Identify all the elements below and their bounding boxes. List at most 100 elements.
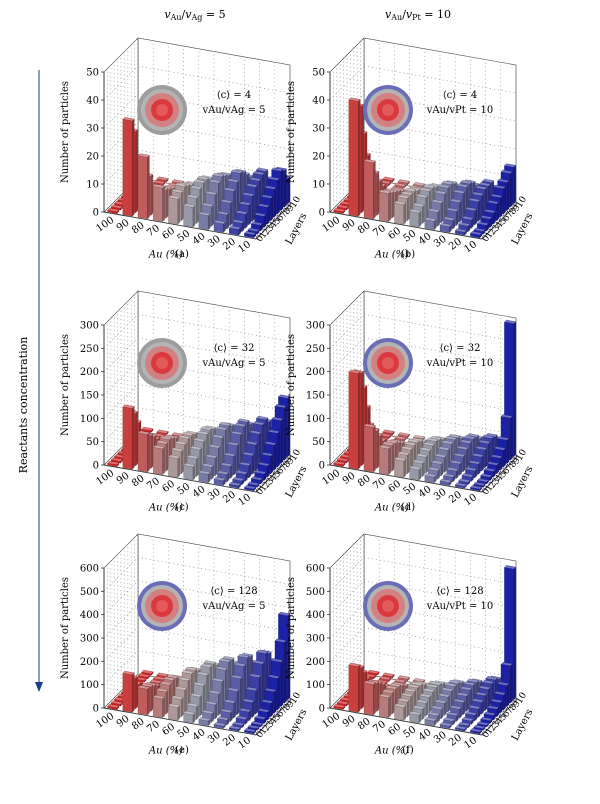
y-tick-label: 10: [312, 180, 325, 191]
grid-line-back-4: [137, 580, 291, 609]
bar-side-face: [469, 687, 472, 709]
x-tick-label: 80: [130, 220, 147, 236]
bar-60-layer-0: [394, 200, 407, 225]
x-axis-title: Au (%): [148, 503, 183, 514]
bar-top-face: [257, 708, 270, 713]
bar-top-face: [201, 463, 214, 468]
bar-top-face: [152, 695, 165, 700]
bar-top-face: [444, 436, 457, 441]
bar-top-face: [465, 711, 478, 716]
bar-10-layer-1: [247, 481, 260, 488]
bar-top-face: [465, 467, 478, 472]
x-axis-line: [329, 211, 483, 240]
bar-top-face: [122, 404, 135, 409]
bar-side-face: [226, 212, 229, 230]
bar-side-face: [196, 456, 199, 477]
y-tick-label: 300: [306, 634, 325, 645]
bar-30-layer-0: [213, 220, 226, 233]
bar-side-face: [422, 461, 425, 477]
bar-60-layer-0: [394, 457, 407, 478]
layer-tick-label: 2: [487, 227, 499, 237]
bar-top-face: [485, 676, 498, 681]
x-axis-line: [103, 464, 257, 493]
panel-label: (d): [401, 502, 415, 513]
bar-side-face: [407, 452, 410, 475]
bar-side-face: [218, 691, 221, 716]
layer-tick-label: 7: [278, 706, 290, 716]
layer-tick-label: 4: [268, 473, 280, 483]
bar-top-face: [400, 446, 413, 451]
grid-line-back-6: [363, 290, 517, 319]
bar-top-face: [220, 199, 233, 204]
bar-side-face: [165, 187, 169, 219]
bar-side-face: [510, 415, 513, 461]
bar-80-layer-9: [394, 435, 407, 442]
layer-tick-label: 8: [282, 702, 294, 712]
y-tick-label: 0: [93, 208, 99, 219]
bar-10-layer-0: [470, 728, 483, 735]
annotation-c: ⟨c⟩ = 32: [440, 343, 481, 354]
bar-side-face: [177, 196, 180, 225]
bar-top-face: [434, 453, 447, 458]
bar-50-layer-0: [183, 203, 196, 228]
bar-90-layer-0: [348, 662, 361, 713]
x-axis-title: Au (%): [374, 746, 409, 757]
bar-top-face: [200, 426, 213, 431]
bar-top-face: [212, 434, 225, 439]
y-tick-label: 200: [306, 367, 325, 378]
z-axis-line: [481, 204, 517, 240]
x-tick-label: 80: [130, 716, 147, 732]
grid-line-back-2: [363, 121, 517, 150]
bar-side-face: [165, 689, 169, 715]
bar-top-face: [487, 461, 500, 466]
bar-top-face: [473, 227, 486, 232]
bar-10-layer-0: [470, 231, 483, 239]
bar-90-layer-10: [382, 176, 395, 183]
layer-tick-label: 6: [275, 213, 287, 223]
bar-top-face: [336, 457, 349, 462]
bar-top-face: [122, 671, 135, 676]
bar-top-face: [245, 183, 258, 188]
bar-80-layer-0: [363, 680, 376, 716]
bar-side-face: [506, 683, 510, 707]
z-axis-line: [255, 204, 291, 240]
grid-line-back-4: [363, 337, 517, 366]
bar-80-layer-0: [137, 430, 150, 473]
bar-side-face: [252, 453, 255, 475]
bar-10-layer-0: [244, 485, 257, 492]
x-tick-label: 80: [356, 220, 373, 236]
bar-40-layer-0: [424, 473, 437, 484]
bar-top-face: [363, 159, 376, 164]
bar-side-face: [181, 190, 184, 222]
bar-top-face: [249, 673, 262, 678]
column-header-right: vAu/vPt = 10: [385, 8, 451, 22]
bar-top-face: [267, 674, 280, 679]
bar-side-face: [466, 447, 469, 469]
bar-top-face: [446, 467, 459, 472]
bar-top-face: [218, 658, 231, 663]
bar-side-face: [481, 700, 484, 715]
bar-side-face: [503, 186, 506, 215]
grid-line-back-3: [137, 603, 291, 632]
layer-tick-label: 2: [487, 480, 499, 490]
bar-side-face: [481, 193, 484, 219]
layer-tick-label: 1: [484, 726, 496, 736]
bar-top-face: [190, 693, 203, 698]
x-tick-label: 60: [386, 226, 403, 242]
bar-70-layer-0: [152, 445, 165, 475]
bar-top-face: [174, 686, 187, 691]
bar-side-face: [181, 449, 184, 475]
bar-front-face: [379, 447, 389, 475]
bar-top-face: [493, 446, 506, 451]
bar-front-face: [409, 211, 420, 228]
bar-top-face: [504, 319, 517, 324]
bar-side-face: [500, 195, 503, 218]
bar-front-face: [379, 191, 389, 222]
z-axis-line: [481, 700, 517, 736]
bar-top-face: [478, 685, 491, 690]
bar-top-face: [397, 451, 410, 456]
bar-side-face: [391, 690, 395, 715]
bar-front-face: [394, 202, 404, 225]
bar-top-face: [271, 167, 284, 172]
bar-top-face: [213, 722, 226, 727]
